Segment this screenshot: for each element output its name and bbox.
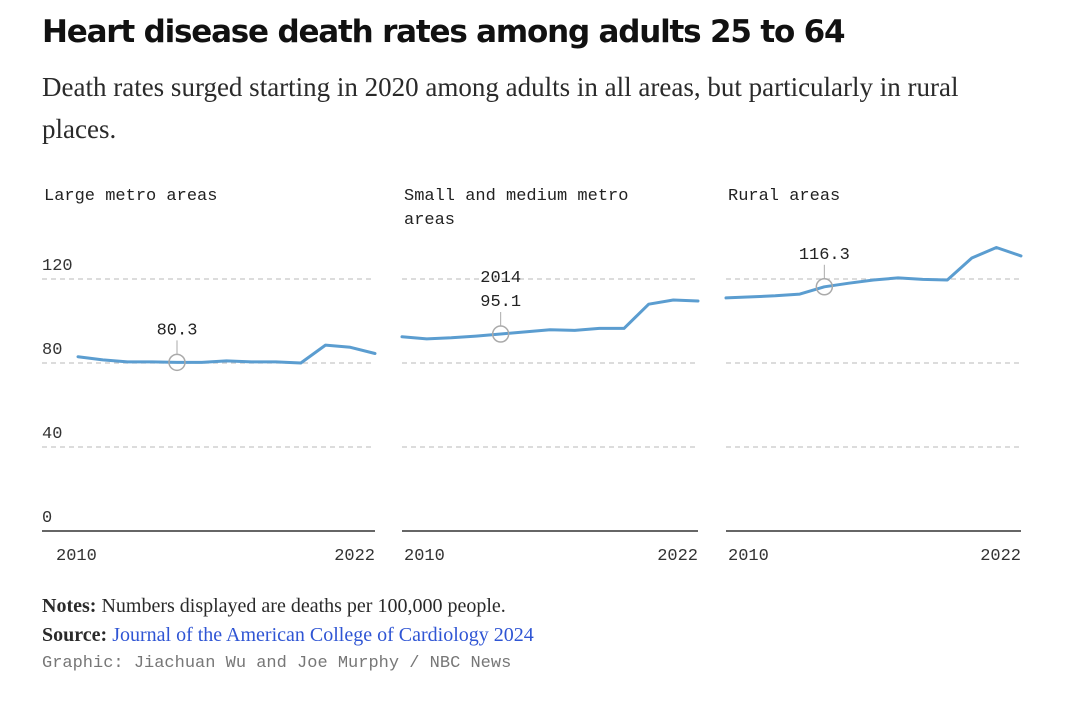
- source-label: Source:: [42, 624, 108, 646]
- y-tick-label: 120: [42, 257, 73, 276]
- annotation-label: 80.3: [157, 321, 198, 340]
- chart-panel: Rural areas 2010 2022 116.3: [724, 187, 1023, 566]
- small-multiples-chart: 0 40 80 120 Large metro areas 2010 2022 80.3 Sma…: [42, 187, 1023, 566]
- annotation-label: 2014: [480, 269, 521, 288]
- annotation-label: 95.1: [480, 293, 521, 312]
- chart-subtitle: Death rates surged starting in 2020 amon…: [42, 72, 959, 144]
- x-tick-label: 2022: [657, 547, 698, 566]
- annotation-marker: [491, 325, 510, 343]
- graphic-credit: Graphic: Jiachuan Wu and Joe Murphy / NB…: [42, 654, 512, 673]
- annotation-marker: [168, 353, 186, 372]
- panel-title: Small and medium metro: [404, 187, 628, 206]
- chart-panel: Small and medium metro areas 2010 2022 2014 9…: [400, 187, 700, 566]
- x-tick-label: 2010: [728, 547, 769, 566]
- notes-block: Notes: Numbers displayed are deaths per …: [42, 592, 534, 650]
- y-tick-label: 80: [42, 341, 62, 360]
- notes-text: Numbers displayed are deaths per 100,000…: [96, 595, 506, 617]
- y-tick-label: 0: [42, 509, 52, 528]
- panel-title: Large metro areas: [44, 187, 217, 206]
- notes-label: Notes:: [42, 595, 97, 617]
- series-line: [76, 343, 377, 365]
- source-line: Source: Journal of the American College …: [42, 621, 534, 650]
- x-tick-label: 2010: [56, 547, 97, 566]
- series-line: [400, 298, 700, 341]
- notes-line: Notes: Numbers displayed are deaths per …: [42, 592, 534, 621]
- series-line: [724, 246, 1023, 300]
- annotation-label: 116.3: [799, 246, 850, 265]
- annotation-marker: [815, 278, 834, 296]
- y-tick-label: 40: [42, 425, 62, 444]
- x-tick-label: 2022: [980, 547, 1021, 566]
- x-tick-label: 2010: [404, 547, 445, 566]
- chart-title: Heart disease death rates among adults 2…: [42, 14, 846, 50]
- source-link[interactable]: Journal of the American College of Cardi…: [112, 624, 534, 646]
- panel-title: Rural areas: [728, 187, 840, 206]
- x-tick-label: 2022: [334, 547, 375, 566]
- chart-panel: Large metro areas 2010 2022 80.3: [42, 187, 377, 566]
- panel-title: areas: [404, 211, 455, 230]
